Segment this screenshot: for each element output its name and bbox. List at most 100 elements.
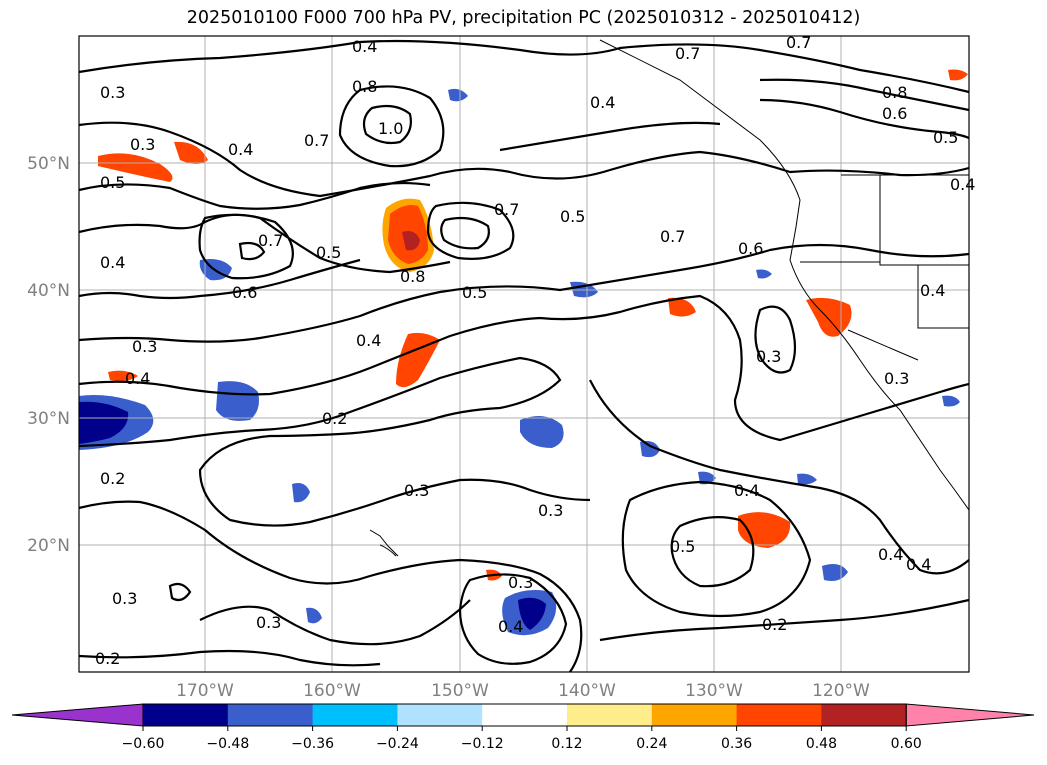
svg-text:0.4: 0.4 [878,545,903,564]
colorbar-extend-min [11,703,144,727]
precip-blob-neg-14 [306,607,322,624]
svg-text:0.5: 0.5 [100,173,125,192]
lon-label: 170°W [176,681,234,701]
colorbar-tick-label: 0.12 [551,736,582,752]
svg-text:0.4: 0.4 [906,555,931,574]
svg-text:0.5: 0.5 [560,207,585,226]
pv-contours [78,39,970,673]
svg-text:0.7: 0.7 [675,44,700,63]
lat-label: 20°N [27,536,70,556]
colorbar-tick-label: −0.60 [122,736,165,752]
colorbar-tick-label: −0.24 [376,736,419,752]
svg-text:0.8: 0.8 [400,267,425,286]
colorbar-segment [312,704,398,726]
svg-text:0.3: 0.3 [112,589,137,608]
svg-text:0.7: 0.7 [494,200,519,219]
colorbar-tick-label: −0.48 [206,736,249,752]
precip-blob-neg-12 [942,395,960,407]
precip-blob-neg-1-core [79,401,129,444]
precip-blob-neg-4 [520,416,564,448]
gridlines [79,36,969,672]
colorbar-segment [397,704,483,726]
colorbar-tick-label: 0.60 [891,736,922,752]
svg-text:0.4: 0.4 [356,331,381,350]
svg-text:0.8: 0.8 [352,77,377,96]
lon-label: 120°W [812,681,870,701]
precip-blob-neg-13 [448,88,468,102]
colorbar: −0.60 −0.48 −0.36 −0.24 −0.12 0.12 0.24 0.36 0.4… [11,703,1035,752]
lat-label: 40°N [27,281,70,301]
svg-text:0.4: 0.4 [100,253,125,272]
svg-text:0.3: 0.3 [256,613,281,632]
svg-text:0.4: 0.4 [125,369,150,388]
colorbar-outline [142,703,907,727]
positive-precip-areas [98,69,968,581]
precip-blob-neg-8 [292,483,310,503]
svg-text:0.3: 0.3 [884,369,909,388]
svg-text:0.2: 0.2 [322,409,347,428]
colorbar-tick-label: −0.12 [461,736,504,752]
colorbar-segment [736,704,822,726]
svg-text:0.4: 0.4 [352,37,377,56]
svg-text:0.5: 0.5 [933,128,958,147]
lat-label: 50°N [27,154,70,174]
svg-text:0.7: 0.7 [660,227,685,246]
svg-text:0.4: 0.4 [950,175,975,194]
colorbar-segment [651,704,738,726]
svg-text:0.5: 0.5 [316,243,341,262]
colorbar-segment [482,704,568,726]
map-title: 2025010100 F000 700 hPa PV, precipitatio… [186,8,861,28]
precip-blob-neg-15 [756,269,772,279]
svg-text:0.3: 0.3 [132,337,157,356]
map-frame [78,35,970,673]
svg-text:0.4: 0.4 [734,481,759,500]
svg-text:0.4: 0.4 [228,140,253,159]
svg-text:0.7: 0.7 [786,33,811,52]
svg-text:0.7: 0.7 [304,131,329,150]
svg-text:0.4: 0.4 [498,617,523,636]
svg-text:0.3: 0.3 [508,573,533,592]
longitude-labels: 170°W 160°W 150°W 140°W 130°W 120°W [176,681,870,701]
coastlines [369,39,970,557]
colorbar-tick-label: 0.24 [636,736,667,752]
colorbar-segment [821,704,907,726]
colorbar-tick-label: 0.48 [806,736,837,752]
colorbar-extend-max [905,703,1035,727]
svg-text:0.5: 0.5 [670,537,695,556]
lon-label: 130°W [685,681,743,701]
colorbar-segment [567,704,653,726]
svg-text:0.4: 0.4 [920,281,945,300]
precip-blob-neg-7 [640,441,660,458]
svg-text:0.5: 0.5 [462,283,487,302]
svg-text:0.3: 0.3 [130,135,155,154]
svg-text:0.3: 0.3 [538,501,563,520]
contour-labels: 0.4 0.7 0.7 0.3 0.8 0.4 0.8 0.6 0.5 0.3 … [95,33,975,668]
svg-text:0.7: 0.7 [258,231,283,250]
map-area [79,36,969,672]
svg-text:0.6: 0.6 [232,283,257,302]
svg-text:1.0: 1.0 [378,119,403,138]
svg-text:0.3: 0.3 [756,347,781,366]
svg-text:0.4: 0.4 [590,93,615,112]
lat-label: 30°N [27,409,70,429]
lon-label: 140°W [558,681,616,701]
svg-text:0.8: 0.8 [882,83,907,102]
svg-text:0.3: 0.3 [404,481,429,500]
latitude-labels: 50°N 40°N 30°N 20°N [27,154,70,556]
svg-text:0.2: 0.2 [762,615,787,634]
svg-text:0.2: 0.2 [95,649,120,668]
lon-label: 150°W [431,681,489,701]
precip-blob-neg-2 [216,381,259,421]
svg-text:0.6: 0.6 [882,104,907,123]
lon-label: 160°W [303,681,361,701]
svg-text:0.2: 0.2 [100,469,125,488]
colorbar-tick-label: 0.36 [721,736,752,752]
colorbar-segment [227,704,314,726]
colorbar-segment [143,704,229,726]
colorbar-tick-label: −0.36 [291,736,334,752]
precip-blob-neg-5-core [518,597,546,630]
svg-text:0.6: 0.6 [738,239,763,258]
precip-blob-neg-11 [797,473,817,485]
svg-text:0.3: 0.3 [100,83,125,102]
